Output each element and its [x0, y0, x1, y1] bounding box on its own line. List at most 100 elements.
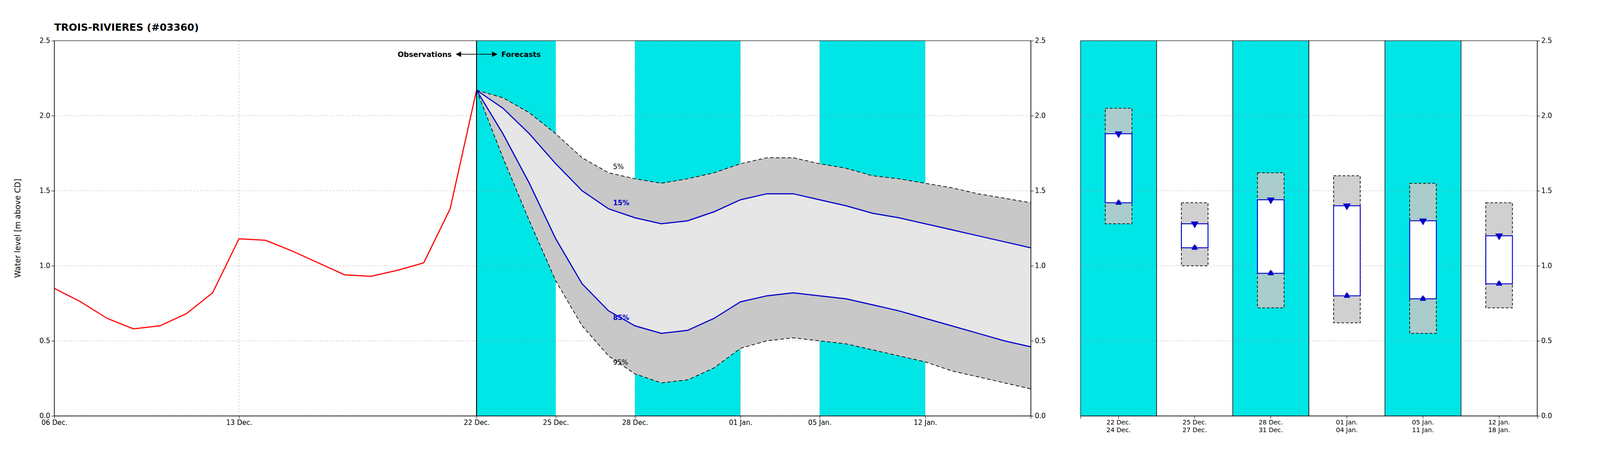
- tick-label-line: 25 Dec.: [1182, 418, 1208, 426]
- tick-label: 1.5: [1034, 186, 1046, 195]
- tick: 0.0: [1537, 411, 1553, 421]
- box-x-axis: 22 Dec.24 Dec.25 Dec.27 Dec.28 Dec.31 De…: [1080, 415, 1538, 434]
- box-outer: [1333, 175, 1361, 323]
- tick: 2.5: [39, 36, 55, 45]
- y-axis-title: Water level [m above CD]: [13, 178, 23, 278]
- tick-label: 05 Jan.: [808, 418, 832, 427]
- tick-label: 2.0: [1034, 111, 1046, 120]
- box-outer: [1409, 183, 1437, 334]
- box-y-axis: 0.00.51.01.52.02.5: [1537, 36, 1553, 421]
- panel-frame: [1461, 40, 1538, 416]
- plot-frame: [54, 40, 1031, 416]
- panel-background: [1461, 40, 1538, 416]
- marker-p15: [1114, 131, 1123, 139]
- tick: 13 Dec.: [226, 415, 253, 427]
- panel-frame: [1384, 40, 1461, 416]
- box-inner: [1105, 133, 1133, 203]
- tick-mark: [51, 415, 55, 417]
- y2-axis-line: [1031, 41, 1034, 417]
- tick-mark: [51, 265, 55, 267]
- box-x-axis-line: [1080, 416, 1538, 420]
- tick: 01 Jan.04 Jan.: [1335, 415, 1358, 434]
- tick: 28 Dec.31 Dec.: [1258, 415, 1284, 434]
- tick-label: 0.0: [1541, 411, 1553, 421]
- tick-label: 2.5: [39, 36, 51, 45]
- panel-background: [1384, 40, 1461, 416]
- tick-label-line: 24 Dec.: [1106, 426, 1131, 434]
- tick-label-line: 05 Jan.: [1411, 418, 1434, 426]
- panel-background: [1308, 40, 1385, 416]
- tick-label: 1.5: [1541, 186, 1553, 195]
- tick-mark: [1537, 340, 1540, 342]
- annotation: Forecasts: [501, 50, 541, 59]
- marker-p15: [1266, 197, 1275, 205]
- tick-label: 2.0: [39, 111, 51, 120]
- tick: 0.5: [39, 336, 55, 345]
- tick-label-line: 18 Jan.: [1488, 426, 1511, 434]
- box-inner: [1333, 205, 1361, 296]
- tick-label: 22 Dec.: [463, 418, 491, 427]
- tick-label-line: 04 Jan.: [1335, 426, 1358, 434]
- tick-label-line: 12 Jan.: [1488, 418, 1511, 426]
- tick-label-line: 11 Jan.: [1411, 426, 1434, 434]
- tick: 2.0: [1030, 111, 1046, 120]
- panel-frame: [1156, 40, 1233, 416]
- tick-label: 28 Dec.: [622, 418, 649, 427]
- marker-p85: [1267, 269, 1275, 275]
- tick-label: 2.5: [1034, 36, 1046, 45]
- panel-frame: [1308, 40, 1385, 416]
- tick-mark: [1537, 190, 1540, 192]
- y-axis: 0.0 0.5 1.0 1.5 2.0 2.5: [39, 36, 55, 421]
- panel-background: [1080, 40, 1157, 416]
- tick-mark: [51, 190, 55, 192]
- tick-mark: [1537, 415, 1540, 417]
- tick: 1.5: [1537, 186, 1553, 195]
- marker-p15: [1343, 203, 1351, 211]
- divider: [476, 40, 477, 416]
- tick-label: 0.5: [39, 336, 51, 345]
- tick: 1.5: [39, 186, 55, 195]
- tick-label: 25 Dec.: [542, 418, 570, 427]
- tick: 0.5: [1537, 336, 1553, 345]
- marker-p85: [1115, 198, 1122, 205]
- tick-mark: [1537, 40, 1540, 42]
- tick-label: 0.5: [1034, 336, 1046, 345]
- series-label: 95%: [613, 358, 628, 367]
- series-line: [476, 90, 1031, 249]
- tick-label: 13 Dec.: [226, 418, 253, 427]
- tick-label: 12 Jan.18 Jan.: [1488, 418, 1511, 435]
- series-line: [54, 90, 477, 330]
- tick: 2.5: [1537, 36, 1553, 45]
- tick-mark: [1030, 340, 1034, 342]
- tick-label-line: 28 Dec.: [1258, 418, 1284, 426]
- tick-label: 1.5: [39, 186, 51, 195]
- plot-area: [54, 40, 1031, 416]
- tick-label: 28 Dec.31 Dec.: [1258, 418, 1284, 435]
- tick-label: 1.0: [39, 261, 51, 270]
- tick: 0.0: [39, 411, 55, 421]
- annotation: Observations: [397, 50, 452, 59]
- tick-label: 2.5: [1541, 36, 1553, 45]
- box-outer: [1105, 108, 1133, 224]
- marker-p15: [1419, 218, 1427, 226]
- box-plot-area: [1080, 40, 1538, 416]
- tick-label: 05 Jan.11 Jan.: [1411, 418, 1434, 435]
- marker-p15: [1190, 221, 1199, 229]
- box-inner: [1257, 199, 1284, 274]
- tick: 05 Jan.11 Jan.: [1411, 415, 1434, 434]
- x-axis: 06 Dec.13 Dec.22 Dec.25 Dec.28 Dec.01 Ja…: [41, 415, 1032, 427]
- inner-band: [476, 90, 1031, 348]
- y-axis-line: [51, 41, 55, 417]
- tick-label-line: 01 Jan.: [1335, 418, 1358, 426]
- tick: 25 Dec.27 Dec.: [1182, 415, 1208, 434]
- tick-label: 0.0: [39, 411, 51, 421]
- tick-label: 0.0: [1034, 411, 1046, 421]
- series-label: 85%: [613, 313, 630, 322]
- marker-p85: [1496, 280, 1503, 286]
- tick-label: 12 Jan.: [913, 418, 938, 427]
- panel-background: [1156, 40, 1233, 416]
- tick-label: 2.0: [1541, 111, 1553, 120]
- tick-label: 1.0: [1034, 261, 1046, 270]
- tick-mark: [1537, 265, 1540, 267]
- series-label: 15%: [613, 198, 630, 208]
